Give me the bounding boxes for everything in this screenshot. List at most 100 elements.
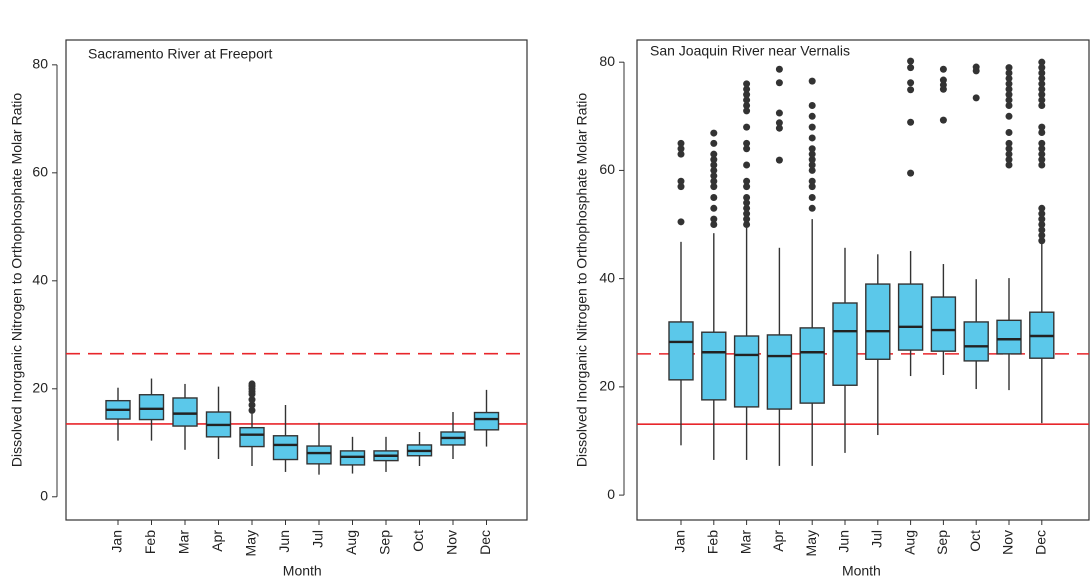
box	[138, 394, 165, 421]
outlier	[743, 199, 751, 207]
y-tick-label: 40	[32, 272, 48, 288]
outlier	[1005, 96, 1013, 104]
x-tick-label: Jan	[672, 530, 688, 553]
outlier	[808, 204, 816, 212]
box	[701, 331, 727, 401]
outlier	[743, 85, 751, 93]
outlier	[1038, 101, 1046, 109]
x-tick-label: Jul	[869, 530, 885, 548]
outlier	[743, 139, 751, 147]
outlier	[1038, 150, 1046, 158]
box	[272, 435, 299, 461]
outlier	[248, 401, 256, 409]
outlier	[1038, 221, 1046, 229]
y-tick-label: 20	[32, 379, 48, 395]
box	[963, 321, 989, 362]
y-axis-title: Dissolved Inorganic Nitrogen to Orthopho…	[9, 93, 25, 468]
outlier	[677, 218, 685, 226]
box	[172, 397, 198, 427]
plot-frame	[636, 39, 1090, 521]
box	[832, 302, 858, 386]
outlier	[1038, 123, 1046, 131]
panel-title: Sacramento River at Freeport	[88, 46, 273, 62]
outlier	[710, 193, 718, 201]
outlier	[1038, 156, 1046, 164]
x-tick-label: Dec	[477, 530, 493, 555]
y-axis-title: Dissolved Inorganic Nitrogen to Orthopho…	[574, 93, 590, 468]
outlier	[710, 150, 718, 158]
x-tick-label: Aug	[343, 530, 359, 555]
outlier	[743, 193, 751, 201]
outlier	[907, 57, 915, 65]
outlier	[939, 81, 947, 89]
outlier	[1038, 64, 1046, 72]
outlier	[1038, 215, 1046, 223]
outlier	[1038, 129, 1046, 137]
outlier	[743, 107, 751, 115]
outlier	[710, 156, 718, 164]
outlier	[775, 124, 783, 132]
box	[865, 283, 891, 360]
outlier	[1038, 237, 1046, 245]
outlier	[939, 65, 947, 73]
outlier	[907, 169, 915, 177]
outlier	[1005, 101, 1013, 109]
x-tick-label: Oct	[967, 530, 983, 552]
outlier	[972, 94, 980, 102]
outlier	[907, 79, 915, 87]
x-tick-label: Oct	[410, 530, 426, 552]
outlier	[1005, 64, 1013, 72]
outlier	[1005, 85, 1013, 93]
outlier	[677, 183, 685, 191]
outlier	[710, 166, 718, 174]
outlier	[907, 118, 915, 126]
outlier	[710, 172, 718, 180]
outlier	[1005, 150, 1013, 158]
outlier	[907, 64, 915, 72]
box	[473, 411, 500, 431]
outlier	[677, 145, 685, 153]
outlier	[1005, 91, 1013, 99]
outlier	[808, 193, 816, 201]
outlier	[248, 406, 256, 414]
outlier	[775, 65, 783, 73]
x-tick-label: Aug	[901, 530, 917, 555]
outlier	[743, 123, 751, 131]
y-tick-label: 40	[599, 269, 615, 285]
outlier	[1038, 210, 1046, 218]
box	[733, 335, 760, 408]
y-tick-label: 80	[599, 53, 615, 69]
y-tick-label: 0	[607, 486, 615, 502]
box	[930, 296, 957, 352]
outlier	[743, 183, 751, 191]
outlier	[808, 123, 816, 131]
x-tick-label: Mar	[176, 530, 192, 554]
x-tick-label: Nov	[444, 530, 460, 555]
outlier	[1038, 96, 1046, 104]
x-tick-label: Feb	[705, 530, 721, 554]
x-tick-label: Nov	[1000, 530, 1016, 555]
x-tick-label: Jul	[310, 530, 326, 548]
outlier	[743, 80, 751, 88]
panel-title: San Joaquin River near Vernalis	[650, 43, 850, 59]
outlier	[907, 86, 915, 94]
outlier	[808, 134, 816, 142]
outlier	[939, 76, 947, 84]
outlier	[1038, 69, 1046, 77]
y-tick-label: 20	[599, 378, 615, 394]
outlier	[808, 183, 816, 191]
outlier	[1005, 112, 1013, 120]
outlier	[710, 183, 718, 191]
y-tick-label: 0	[40, 487, 48, 503]
outlier	[710, 139, 718, 147]
y-tick-label: 80	[32, 56, 48, 72]
outlier	[1038, 58, 1046, 66]
outlier	[1038, 226, 1046, 234]
outlier	[808, 77, 816, 85]
outlier	[248, 380, 256, 388]
box	[766, 334, 793, 410]
outlier	[710, 204, 718, 212]
x-tick-label: Jan	[109, 530, 125, 553]
x-tick-label: Sep	[934, 530, 950, 555]
